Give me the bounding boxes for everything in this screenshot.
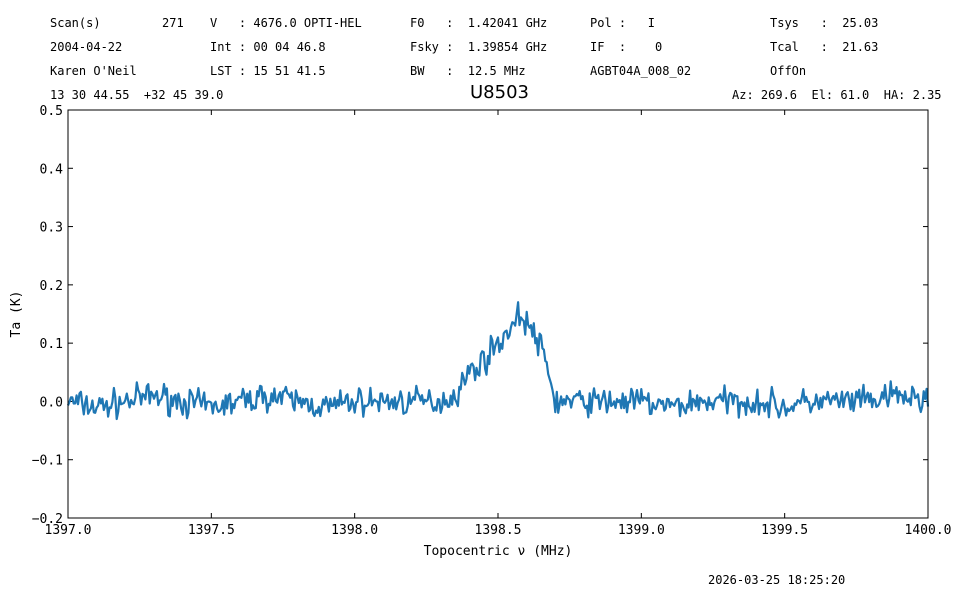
integration-time: Int : 00 04 46.8: [210, 40, 326, 54]
plot-frame: [67, 109, 929, 519]
rest-frequency-readout: F0 : 1.42041 GHz: [410, 16, 548, 30]
procedure-name: OffOn: [770, 64, 807, 78]
x-tick-label: 1399.5: [761, 523, 808, 538]
tcal-readout: Tcal : 21.63: [770, 40, 879, 54]
scan-label: Scan(s): [50, 16, 101, 30]
az-el-ha-readout: Az: 269.6 El: 61.0 HA: 2.35: [732, 88, 942, 102]
spectrum-line: [66, 301, 930, 421]
sky-frequency-readout: Fsky : 1.39854 GHz: [410, 40, 548, 54]
x-tick-label: 1397.5: [188, 523, 235, 538]
polarization-readout: Pol : I: [590, 16, 656, 30]
lst-readout: LST : 15 51 41.5: [210, 64, 326, 78]
source-coordinates: 13 30 44.55 +32 45 39.0: [50, 88, 224, 102]
y-tick-label: 0.2: [40, 279, 63, 294]
scan-value: 271: [162, 16, 184, 30]
x-tick-label: 1398.0: [331, 523, 378, 538]
tsys-readout: Tsys : 25.03: [770, 16, 879, 30]
x-axis-label: Topocentric ν (MHz): [424, 544, 573, 559]
y-tick-label: 0.5: [40, 104, 63, 119]
y-tick-label: 0.3: [40, 221, 63, 236]
project-id: AGBT04A_008_02: [590, 64, 692, 78]
bandwidth-readout: BW : 12.5 MHz: [410, 64, 526, 78]
if-readout: IF : 0: [590, 40, 663, 54]
y-tick-label: 0.0: [40, 395, 63, 410]
x-tick-label: 1397.0: [45, 523, 92, 538]
y-tick-label: −0.2: [32, 512, 63, 527]
observation-date: 2004-04-22: [50, 40, 123, 54]
x-tick-label: 1400.0: [905, 523, 952, 538]
velocity-readout: V : 4676.0 OPTI-HEL: [210, 16, 362, 30]
y-tick-label: 0.4: [40, 162, 64, 177]
x-tick-label: 1398.5: [475, 523, 522, 538]
y-tick-label: 0.1: [40, 337, 63, 352]
observer-name: Karen O'Neil: [50, 64, 137, 78]
y-tick-label: −0.1: [32, 454, 63, 469]
chart-title: U8503: [470, 82, 529, 103]
x-tick-label: 1399.0: [618, 523, 665, 538]
y-axis-label: Ta (K): [9, 291, 24, 338]
generation-timestamp: 2026-03-25 18:25:20: [708, 573, 846, 587]
